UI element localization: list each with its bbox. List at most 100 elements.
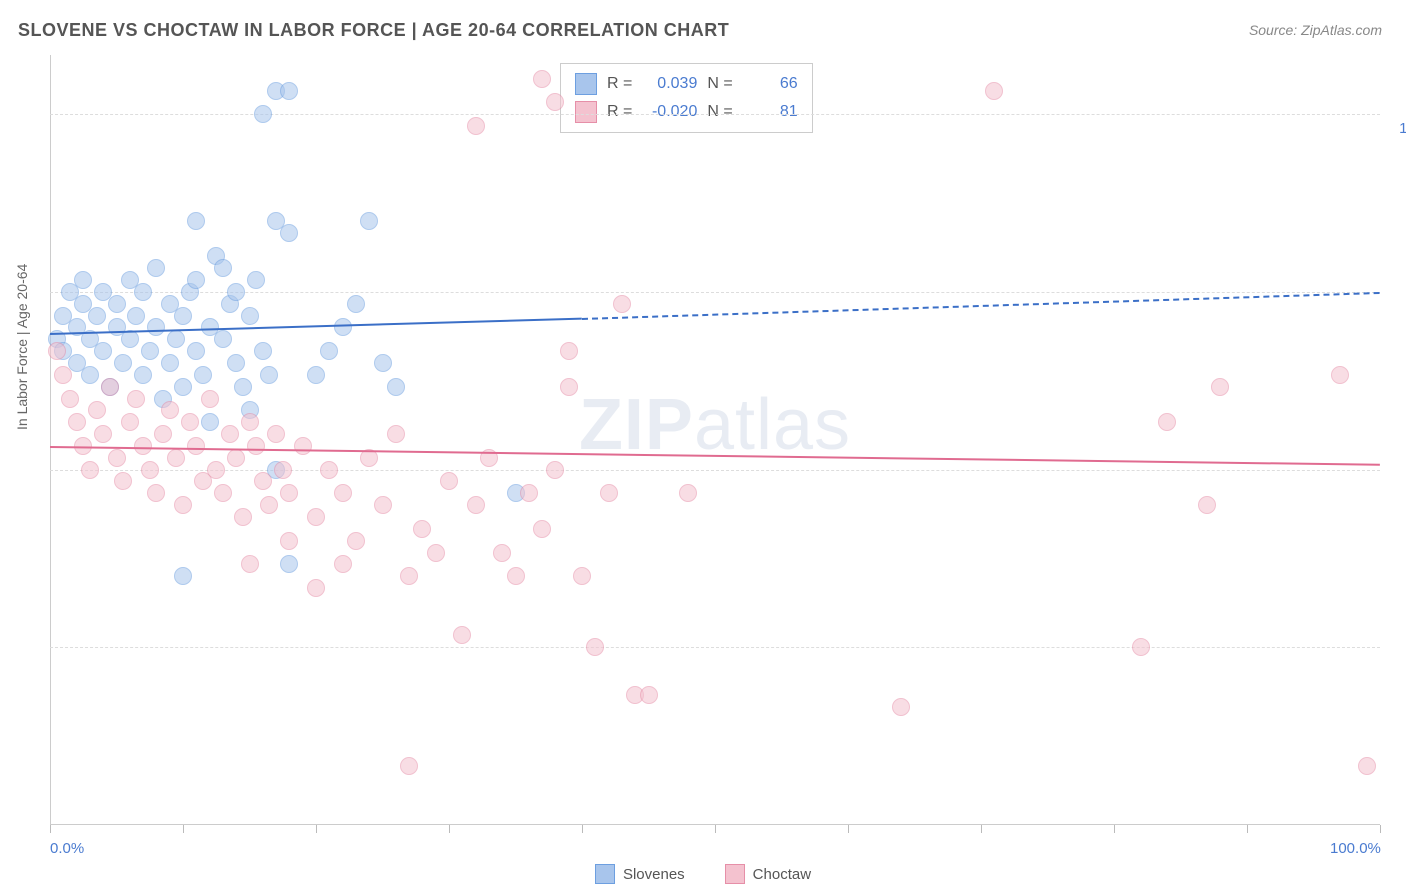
scatter-marker-choctaw xyxy=(81,461,99,479)
scatter-marker-choctaw xyxy=(1158,413,1176,431)
scatter-marker-slovenes xyxy=(247,271,265,289)
scatter-marker-choctaw xyxy=(334,555,352,573)
scatter-marker-choctaw xyxy=(520,484,538,502)
scatter-marker-choctaw xyxy=(679,484,697,502)
bottom-legend-label: Choctaw xyxy=(753,866,811,883)
gridline-h xyxy=(50,292,1380,293)
scatter-marker-choctaw xyxy=(560,342,578,360)
x-tick xyxy=(316,825,317,833)
y-tick-label: 85.0% xyxy=(1390,298,1406,315)
r-value-slovenes: 0.039 xyxy=(642,75,697,93)
scatter-marker-choctaw xyxy=(88,401,106,419)
scatter-marker-slovenes xyxy=(94,342,112,360)
scatter-marker-choctaw xyxy=(546,461,564,479)
scatter-marker-choctaw xyxy=(613,295,631,313)
scatter-marker-slovenes xyxy=(134,366,152,384)
scatter-marker-slovenes xyxy=(174,307,192,325)
scatter-marker-choctaw xyxy=(546,93,564,111)
scatter-marker-choctaw xyxy=(1132,638,1150,656)
scatter-marker-choctaw xyxy=(187,437,205,455)
scatter-marker-choctaw xyxy=(101,378,119,396)
x-tick xyxy=(981,825,982,833)
scatter-marker-choctaw xyxy=(274,461,292,479)
gridline-h xyxy=(50,470,1380,471)
scatter-marker-slovenes xyxy=(227,354,245,372)
scatter-marker-choctaw xyxy=(174,496,192,514)
legend-swatch-choctaw xyxy=(575,101,597,123)
scatter-marker-slovenes xyxy=(214,259,232,277)
bottom-swatch-slovenes xyxy=(595,864,615,884)
scatter-marker-slovenes xyxy=(360,212,378,230)
scatter-marker-choctaw xyxy=(347,532,365,550)
x-tick xyxy=(183,825,184,833)
r-label: R = xyxy=(607,103,632,121)
scatter-marker-slovenes xyxy=(187,212,205,230)
scatter-marker-slovenes xyxy=(387,378,405,396)
scatter-marker-slovenes xyxy=(280,82,298,100)
scatter-marker-choctaw xyxy=(114,472,132,490)
scatter-marker-choctaw xyxy=(201,390,219,408)
scatter-marker-slovenes xyxy=(127,307,145,325)
scatter-marker-choctaw xyxy=(453,626,471,644)
scatter-marker-choctaw xyxy=(247,437,265,455)
y-tick-label: 70.0% xyxy=(1390,476,1406,493)
scatter-marker-choctaw xyxy=(573,567,591,585)
r-label: R = xyxy=(607,75,632,93)
scatter-marker-choctaw xyxy=(121,413,139,431)
scatter-marker-choctaw xyxy=(61,390,79,408)
scatter-marker-choctaw xyxy=(334,484,352,502)
scatter-marker-slovenes xyxy=(147,318,165,336)
legend-swatch-slovenes xyxy=(575,73,597,95)
scatter-marker-choctaw xyxy=(387,425,405,443)
scatter-marker-choctaw xyxy=(214,484,232,502)
scatter-marker-choctaw xyxy=(54,366,72,384)
chart-container: SLOVENE VS CHOCTAW IN LABOR FORCE | AGE … xyxy=(0,0,1406,892)
scatter-marker-choctaw xyxy=(507,567,525,585)
x-tick-label: 0.0% xyxy=(50,840,84,857)
scatter-marker-choctaw xyxy=(207,461,225,479)
bottom-legend: Slovenes Choctaw xyxy=(0,864,1406,884)
scatter-marker-choctaw xyxy=(533,70,551,88)
scatter-marker-choctaw xyxy=(600,484,618,502)
scatter-marker-slovenes xyxy=(147,259,165,277)
y-axis-line xyxy=(50,55,51,825)
gridline-h xyxy=(50,647,1380,648)
scatter-marker-slovenes xyxy=(374,354,392,372)
scatter-marker-slovenes xyxy=(141,342,159,360)
gridline-h xyxy=(50,114,1380,115)
scatter-marker-choctaw xyxy=(108,449,126,467)
scatter-marker-slovenes xyxy=(174,567,192,585)
scatter-marker-choctaw xyxy=(307,579,325,597)
scatter-marker-slovenes xyxy=(307,366,325,384)
scatter-marker-slovenes xyxy=(88,307,106,325)
scatter-marker-choctaw xyxy=(48,342,66,360)
scatter-marker-choctaw xyxy=(94,425,112,443)
scatter-marker-choctaw xyxy=(161,401,179,419)
scatter-marker-choctaw xyxy=(467,117,485,135)
x-tick xyxy=(1247,825,1248,833)
scatter-marker-slovenes xyxy=(214,330,232,348)
scatter-marker-choctaw xyxy=(560,378,578,396)
x-tick-label: 100.0% xyxy=(1330,840,1381,857)
scatter-marker-slovenes xyxy=(201,413,219,431)
scatter-marker-slovenes xyxy=(347,295,365,313)
scatter-marker-slovenes xyxy=(81,366,99,384)
scatter-marker-slovenes xyxy=(241,307,259,325)
chart-title: SLOVENE VS CHOCTAW IN LABOR FORCE | AGE … xyxy=(18,20,729,41)
scatter-marker-slovenes xyxy=(234,378,252,396)
stats-legend-row: R = -0.020 N = 81 xyxy=(575,98,798,126)
scatter-marker-slovenes xyxy=(174,378,192,396)
scatter-marker-slovenes xyxy=(254,342,272,360)
scatter-marker-choctaw xyxy=(234,508,252,526)
scatter-marker-choctaw xyxy=(1358,757,1376,775)
bottom-legend-item-slovenes: Slovenes xyxy=(595,864,685,884)
scatter-marker-choctaw xyxy=(267,425,285,443)
n-label: N = xyxy=(707,75,732,93)
trend-line xyxy=(50,446,1380,466)
y-tick-label: 100.0% xyxy=(1390,120,1406,137)
scatter-marker-slovenes xyxy=(194,366,212,384)
scatter-marker-choctaw xyxy=(533,520,551,538)
r-value-choctaw: -0.020 xyxy=(642,103,697,121)
scatter-marker-choctaw xyxy=(400,567,418,585)
scatter-marker-choctaw xyxy=(427,544,445,562)
